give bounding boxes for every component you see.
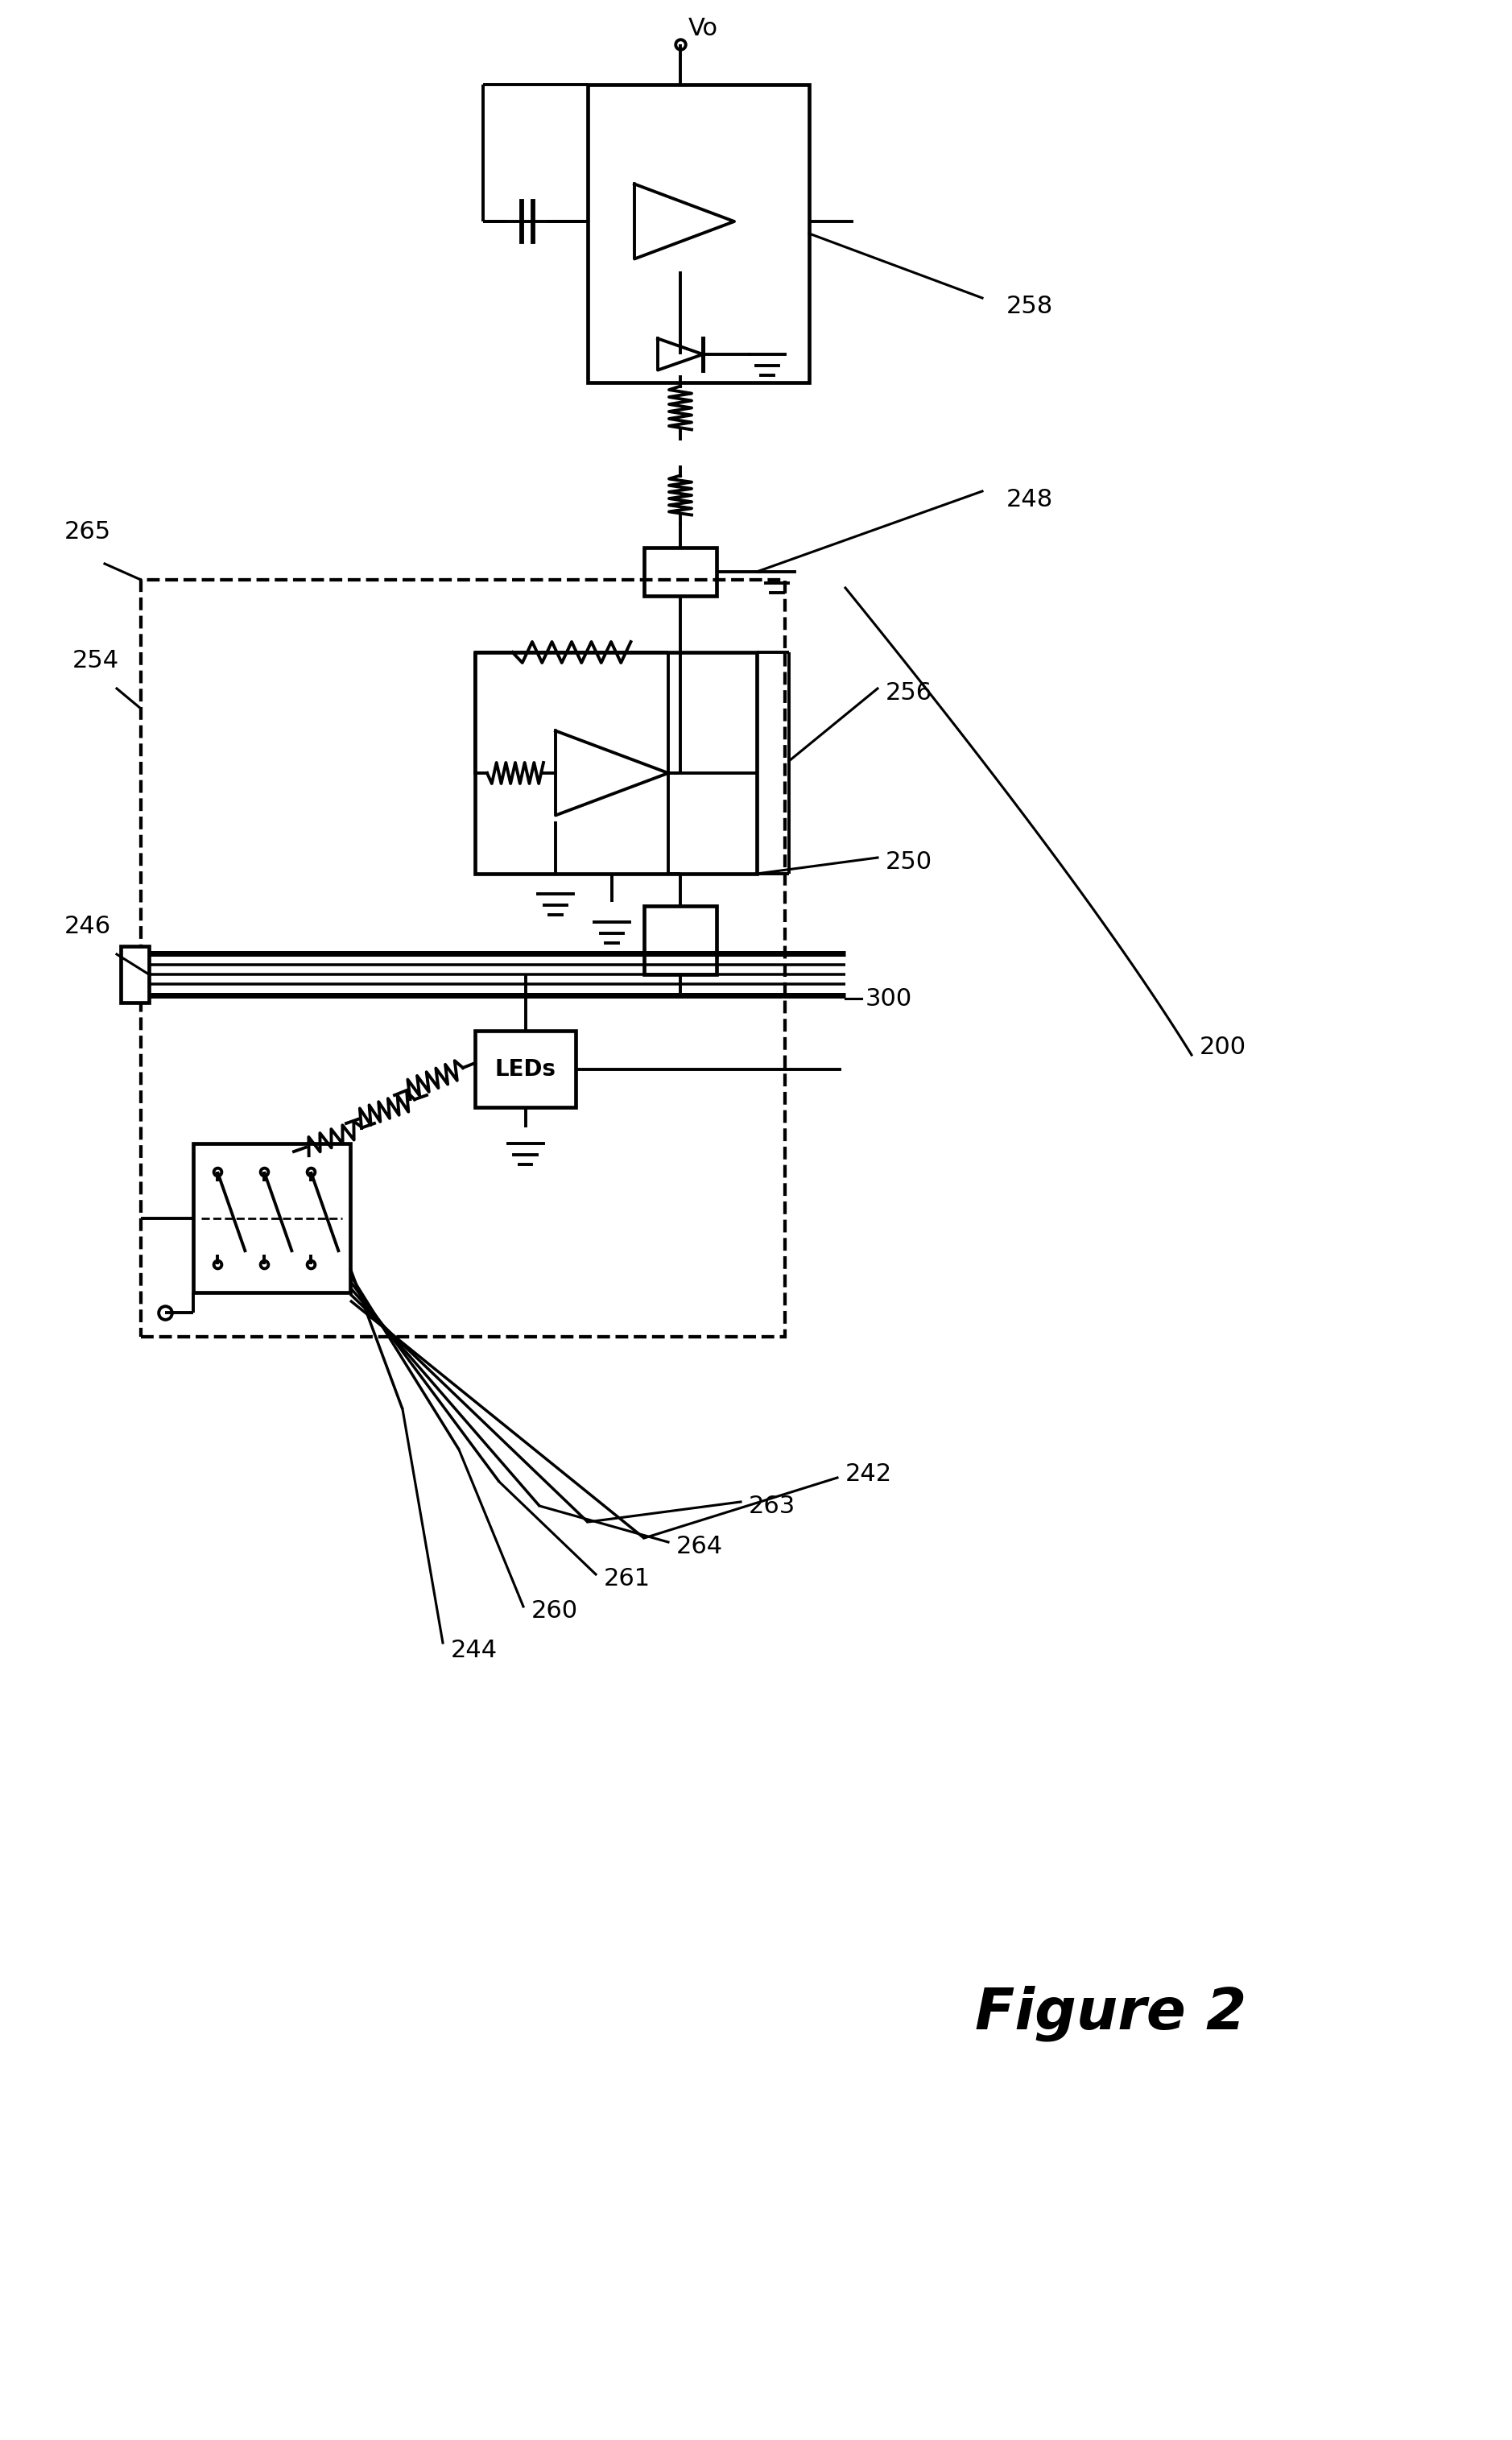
Text: 264: 264 [676,1535,723,1557]
Text: 242: 242 [845,1462,892,1486]
Text: 200: 200 [1199,1035,1246,1059]
Text: 244: 244 [451,1640,497,1662]
Bar [644,905,717,974]
Text: 260: 260 [531,1598,578,1623]
Text: 263: 263 [748,1493,795,1518]
Text: 254: 254 [73,649,119,671]
Bar [475,651,758,874]
Text: 248: 248 [1007,488,1054,510]
Text: 250: 250 [886,849,933,874]
Bar [475,1030,576,1108]
Text: 258: 258 [1007,295,1054,317]
Bar [588,85,809,383]
Text: 265: 265 [65,520,112,544]
Text: Figure 2: Figure 2 [975,1986,1247,2042]
Text: 300: 300 [865,986,912,1010]
Text: LEDs: LEDs [494,1057,556,1081]
Text: 246: 246 [65,915,112,937]
Text: 256: 256 [886,681,933,705]
Text: 261: 261 [603,1566,650,1591]
Bar [194,1144,351,1293]
Text: Vo: Vo [688,17,718,41]
Bar [141,581,785,1337]
Bar [644,547,717,595]
Bar [121,947,150,1003]
